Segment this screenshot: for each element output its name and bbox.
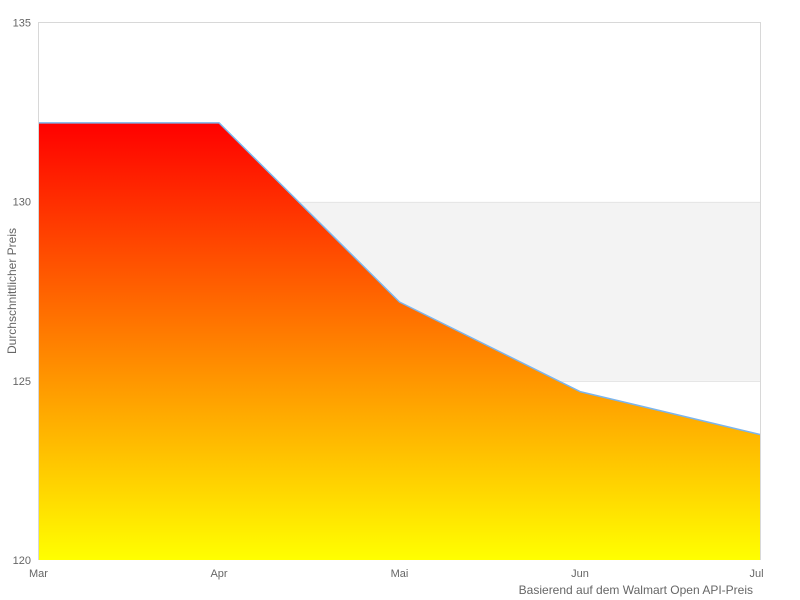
y-tick-label: 120 bbox=[13, 555, 31, 567]
x-tick-label: Jul bbox=[749, 568, 763, 580]
y-tick-label: 125 bbox=[13, 376, 31, 388]
y-axis-title: Durchschnittlicher Preis bbox=[5, 227, 19, 355]
x-tick-label: Jun bbox=[571, 568, 589, 580]
series-line bbox=[38, 122, 761, 436]
chart-caption: Basierend auf dem Walmart Open API-Preis bbox=[518, 583, 753, 597]
y-tick-label: 130 bbox=[13, 197, 31, 209]
x-tick-label: Apr bbox=[210, 568, 227, 580]
x-tick-label: Mar bbox=[29, 568, 48, 580]
plot-border bbox=[38, 22, 761, 560]
area-series bbox=[38, 122, 761, 560]
x-tick-label: Mai bbox=[391, 568, 409, 580]
y-tick-label: 135 bbox=[13, 18, 31, 30]
